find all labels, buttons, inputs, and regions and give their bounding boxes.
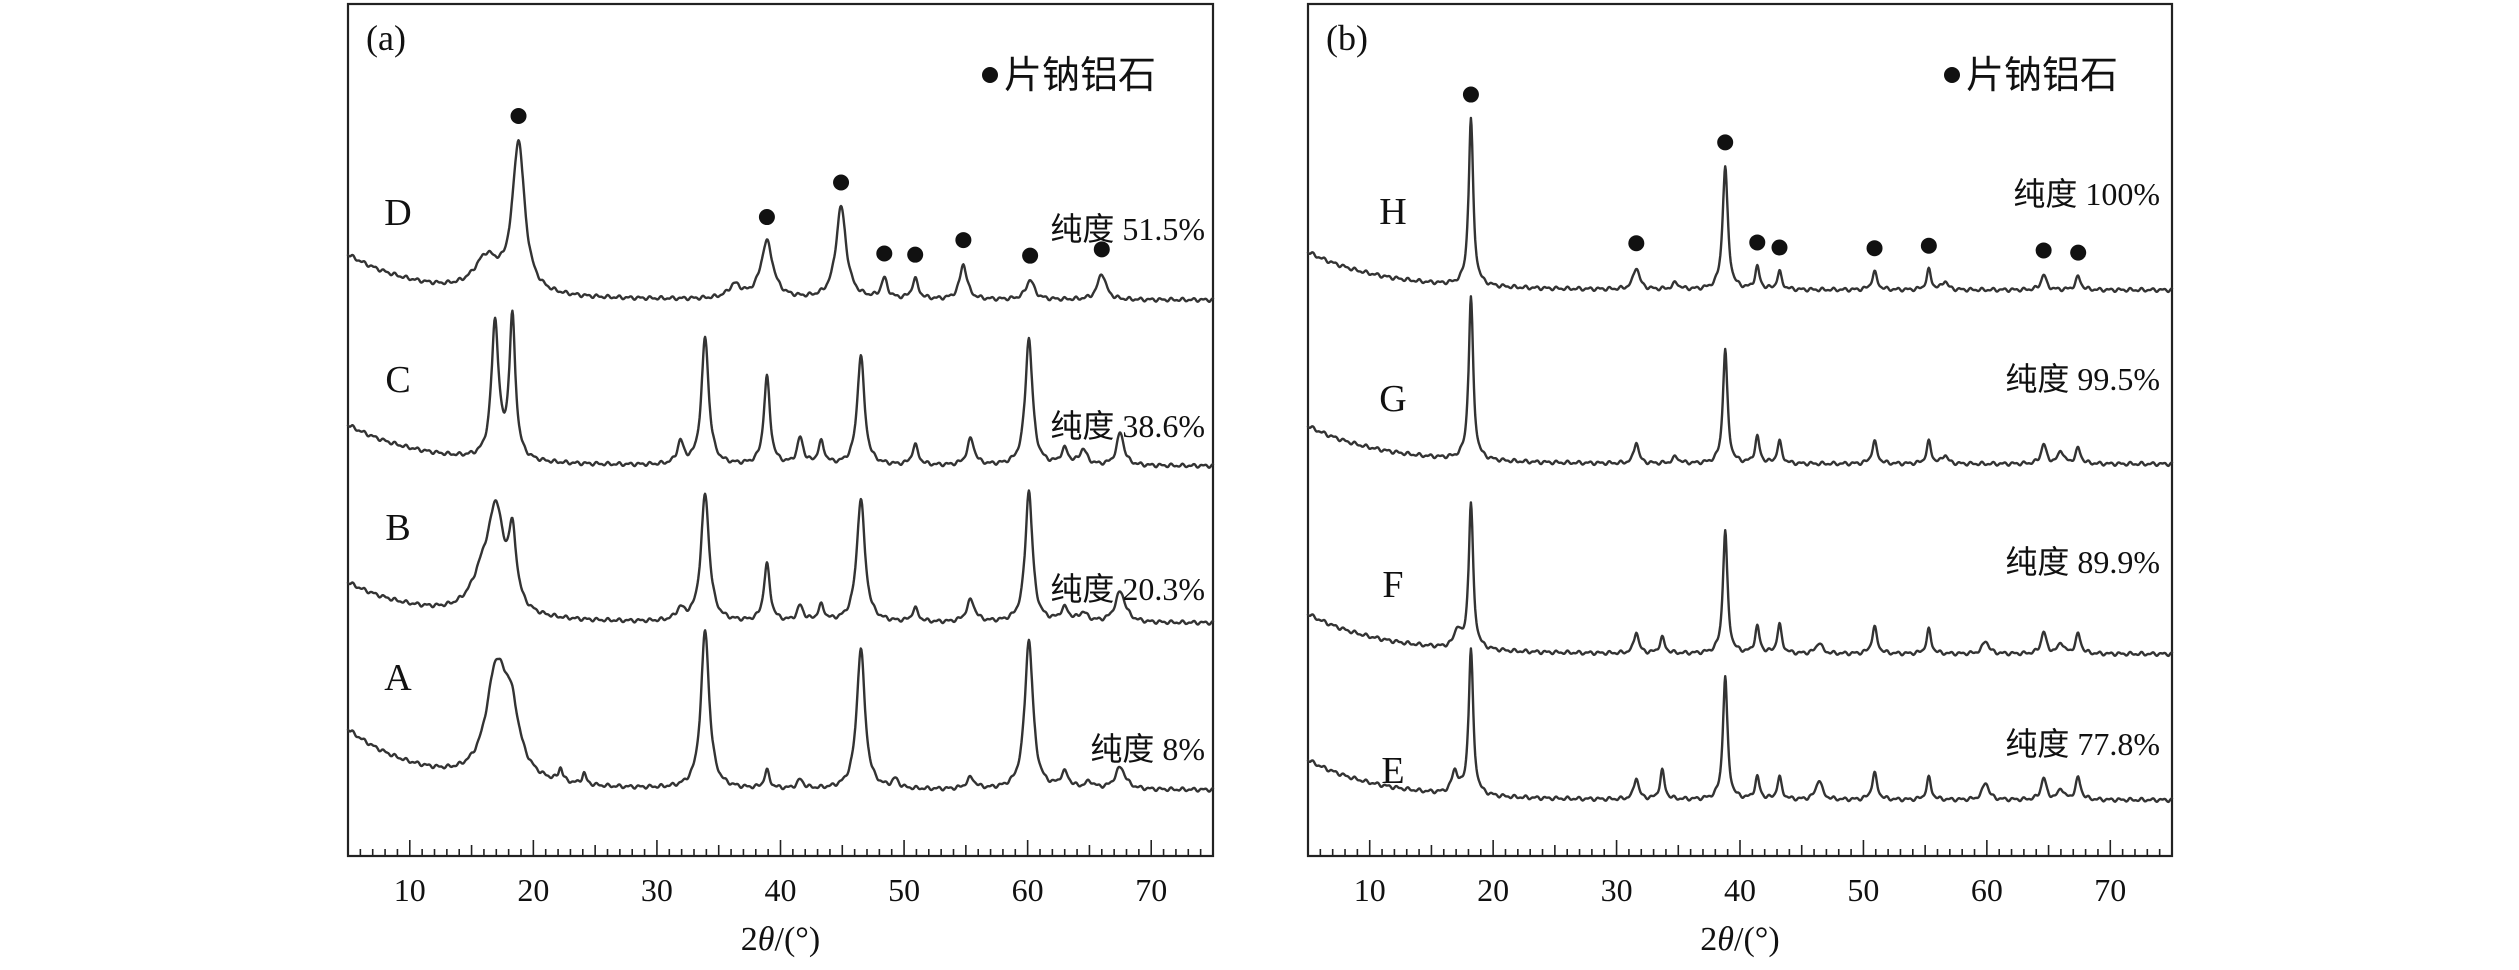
x-axis-label: 2θ/(°) (741, 921, 820, 958)
phase-marker-dot (1771, 239, 1788, 256)
legend-marker (982, 67, 998, 83)
sample-label-E: E (1381, 750, 1404, 792)
purity-label-G: 纯度 99.5% (2005, 361, 2160, 397)
phase-marker-dot (510, 107, 527, 124)
x-tick-label: 50 (888, 872, 920, 908)
phase-marker-dot (876, 245, 893, 262)
sample-label-B: B (385, 507, 410, 549)
x-tick-label: 50 (1847, 872, 1879, 908)
phase-marker-dot (907, 246, 924, 263)
purity-label-H: 纯度 100% (2013, 176, 2160, 212)
xrd-trace-G (1306, 295, 2174, 468)
sample-label-A: A (384, 657, 412, 699)
purity-label-C: 纯度 38.6% (1050, 408, 1205, 444)
x-tick-label: 20 (1477, 872, 1509, 908)
phase-marker-dot (1093, 241, 1110, 258)
phase-marker-dot (1717, 134, 1734, 151)
legend-label: 片钠铝石 (1004, 55, 1156, 97)
purity-label-F: 纯度 89.9% (2005, 544, 2160, 580)
x-axis-label: 2θ/(°) (1700, 921, 1779, 958)
legend-marker (1944, 67, 1960, 83)
phase-marker-dot (1022, 247, 1039, 264)
xrd-trace-B (346, 489, 1215, 626)
phase-marker-dot (1628, 235, 1645, 252)
phase-marker-dot (1462, 86, 1479, 103)
purity-label-B: 纯度 20.3% (1050, 571, 1205, 607)
x-tick-label: 40 (765, 872, 797, 908)
x-tick-label: 60 (1971, 872, 2003, 908)
xrd-trace-E (1306, 647, 2174, 804)
phase-marker-dot (1866, 240, 1883, 257)
purity-label-D: 纯度 51.5% (1050, 211, 1205, 247)
x-tick-label: 30 (641, 872, 673, 908)
sample-label-D: D (384, 192, 411, 234)
phase-marker-dot (1749, 234, 1766, 251)
purity-label-A: 纯度 8% (1090, 731, 1205, 767)
x-tick-label: 60 (1012, 872, 1044, 908)
xrd-trace-C (346, 309, 1215, 469)
xrd-trace-F (1306, 501, 2174, 658)
phase-marker-dot (833, 174, 850, 191)
panel-label: (b) (1326, 18, 1368, 58)
x-tick-label: 30 (1601, 872, 1633, 908)
sample-label-F: F (1382, 564, 1403, 606)
sample-label-H: H (1379, 191, 1406, 233)
xrd-trace-D (346, 139, 1215, 303)
phase-marker-dot (758, 209, 775, 226)
xrd-trace-A (346, 629, 1215, 793)
purity-label-E: 纯度 77.8% (2005, 726, 2160, 762)
phase-marker-dot (2070, 244, 2087, 261)
phase-marker-dot (2035, 242, 2052, 259)
sample-label-G: G (1379, 378, 1406, 420)
x-tick-label: 70 (1135, 872, 1167, 908)
x-tick-label: 10 (1354, 872, 1386, 908)
x-tick-label: 40 (1724, 872, 1756, 908)
x-tick-label: 10 (394, 872, 426, 908)
phase-marker-dot (1920, 237, 1937, 254)
x-tick-label: 70 (2094, 872, 2126, 908)
legend-label: 片钠铝石 (1966, 55, 2118, 97)
panel-label: (a) (366, 18, 406, 58)
x-tick-label: 20 (517, 872, 549, 908)
xrd-trace-H (1306, 116, 2174, 294)
phase-marker-dot (955, 232, 972, 249)
sample-label-C: C (385, 359, 410, 401)
